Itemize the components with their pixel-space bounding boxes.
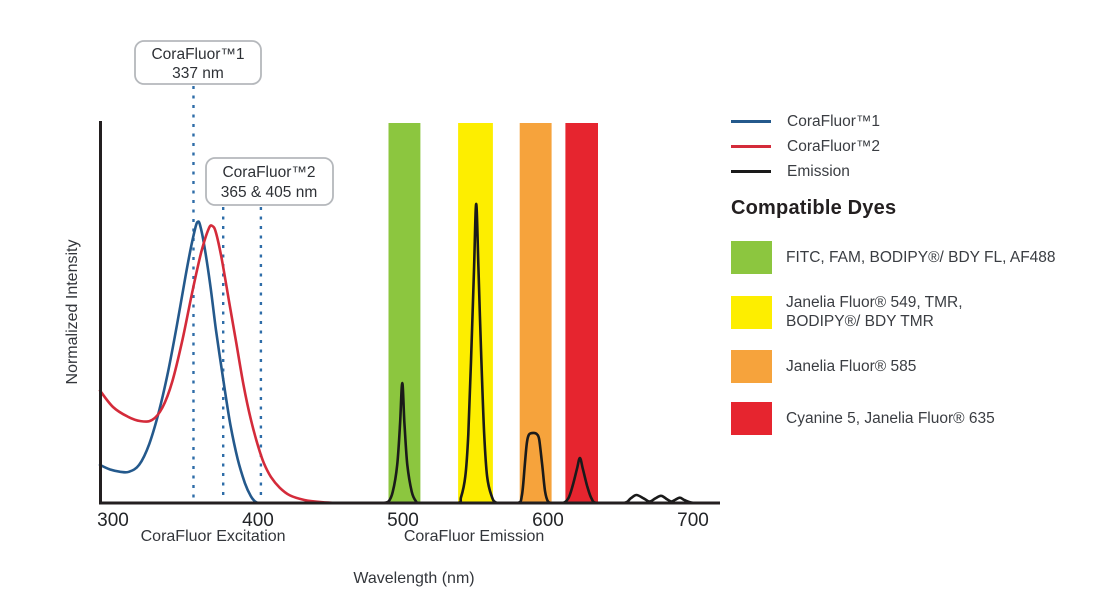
legend-label: CoraFluor™1 <box>787 112 881 130</box>
callout-corafluor2-line2: 365 & 405 nm <box>221 184 318 201</box>
x-tick-700: 700 <box>677 510 709 531</box>
series-corafluor1 <box>98 220 260 505</box>
legend-item-2: Emission <box>731 159 1101 184</box>
callout-corafluor1: CoraFluor™1 337 nm <box>134 40 262 85</box>
band-yellow <box>458 123 493 503</box>
x-tick-300: 300 <box>97 510 129 531</box>
x-axis-title: Wavelength (nm) <box>353 570 474 587</box>
legend: CoraFluor™1 CoraFluor™2 Emission <box>731 109 1101 184</box>
annotation-lines-layer <box>192 86 263 502</box>
section-label-0: CoraFluor Excitation <box>141 528 286 545</box>
dye-label: Janelia Fluor® 549, TMR, BODIPY®/ BDY TM… <box>786 294 963 330</box>
callout-box-corafluor2 <box>205 157 334 206</box>
legend-line-swatch <box>731 145 771 148</box>
band-green <box>388 123 421 503</box>
dye-row-yellow: Janelia Fluor® 549, TMR, BODIPY®/ BDY TM… <box>731 293 1101 331</box>
legend-line-swatch <box>731 120 771 123</box>
band-orange <box>519 123 552 503</box>
dye-swatch-yellow <box>731 295 772 329</box>
dye-swatch-red <box>731 402 772 435</box>
legend-item-1: CoraFluor™2 <box>731 134 1101 159</box>
spectra-chart: 300 400 500 600 700 CoraFluor Excitation Cora… <box>64 40 720 587</box>
band-red <box>565 123 598 503</box>
y-axis-title: Normalized Intensity <box>64 240 81 385</box>
callout-corafluor2: CoraFluor™2 365 & 405 nm <box>205 157 334 206</box>
legend-item-0: CoraFluor™1 <box>731 109 1101 134</box>
dye-label: Cyanine 5, Janelia Fluor® 635 <box>786 410 995 427</box>
callout-corafluor2-line1: CoraFluor™2 <box>222 164 315 181</box>
dye-swatch-green <box>731 241 772 274</box>
axes-layer <box>99 121 720 505</box>
dye-list: FITC, FAM, BODIPY®/ BDY FL, AF488 Janelia… <box>731 241 1101 435</box>
x-tick-500: 500 <box>387 510 419 531</box>
tick-labels-layer: 300 400 500 600 700 <box>97 510 709 531</box>
dye-bands-layer <box>388 123 598 503</box>
compatible-dyes-heading: Compatible Dyes <box>731 197 897 219</box>
x-tick-400: 400 <box>242 510 274 531</box>
section-label-1: CoraFluor Emission <box>404 528 544 545</box>
dye-label: FITC, FAM, BODIPY®/ BDY FL, AF488 <box>786 249 1056 266</box>
x-tick-600: 600 <box>532 510 564 531</box>
legend-line-swatch <box>731 170 771 173</box>
series-corafluor2 <box>98 224 341 505</box>
callout-corafluor1-line2: 337 nm <box>172 65 224 82</box>
section-labels-layer: CoraFluor Excitation CoraFluor Emission <box>141 528 545 545</box>
dye-swatch-orange <box>731 350 772 383</box>
dye-row-orange: Janelia Fluor® 585 <box>731 350 1101 383</box>
legend-label: Emission <box>787 162 850 180</box>
dye-row-red: Cyanine 5, Janelia Fluor® 635 <box>731 402 1101 435</box>
dye-row-green: FITC, FAM, BODIPY®/ BDY FL, AF488 <box>731 241 1101 274</box>
callout-corafluor1-line1: CoraFluor™1 <box>151 46 244 63</box>
side-panel: CoraFluor™1 CoraFluor™2 Emission Compatibl… <box>731 109 1101 435</box>
dye-label: Janelia Fluor® 585 <box>786 358 917 375</box>
legend-label: CoraFluor™2 <box>787 137 881 155</box>
callout-box-corafluor1 <box>134 40 262 85</box>
